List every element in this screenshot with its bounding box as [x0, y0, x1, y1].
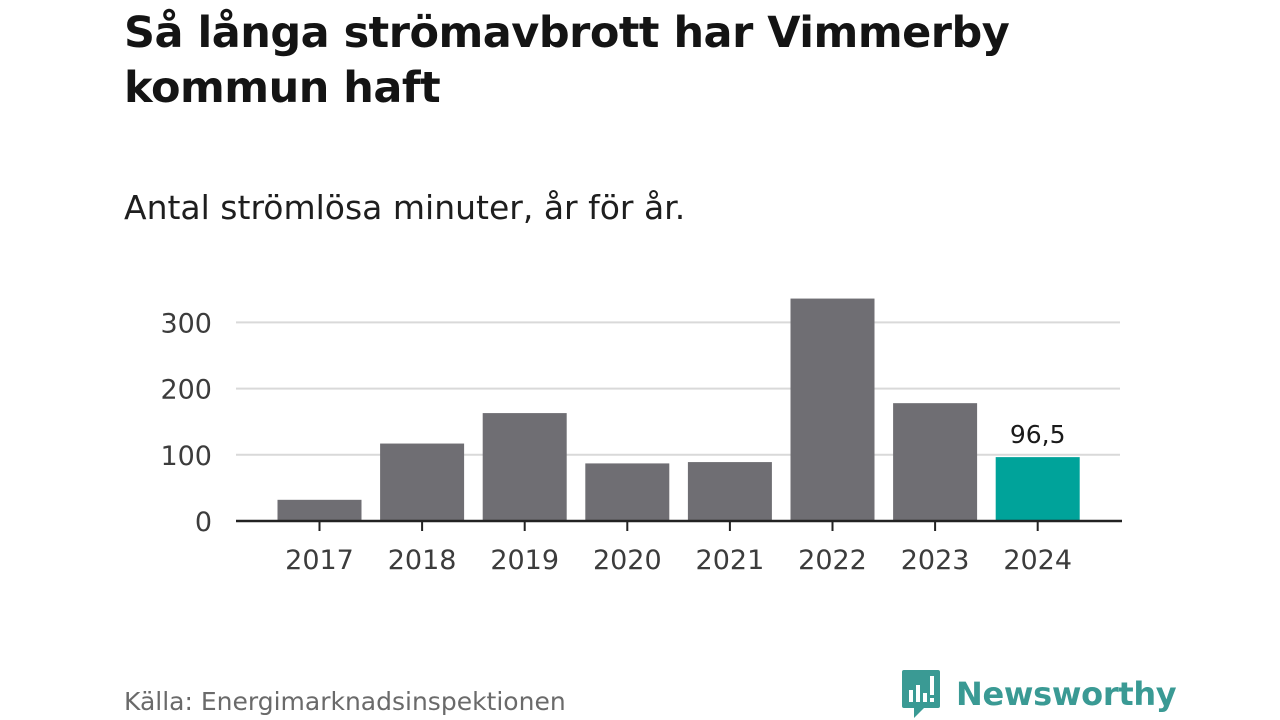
bar-2024 [995, 457, 1080, 521]
x-tick-label-2017: 2017 [285, 545, 354, 576]
bar-2023 [893, 403, 978, 521]
bar-2019 [482, 413, 567, 521]
gridlines [236, 321, 1120, 456]
chart-title: Så långa strömavbrott har Vimmerby kommu… [124, 8, 1010, 113]
y-tick-label: 0 [195, 507, 212, 538]
data-labels: 96,5 [1010, 420, 1066, 449]
data-label-2024: 96,5 [1010, 420, 1066, 449]
brand-name: Newsworthy [956, 675, 1177, 713]
x-tick-label-2022: 2022 [798, 545, 867, 576]
y-tick-label: 300 [160, 308, 212, 339]
x-tick-label-2019: 2019 [490, 545, 559, 576]
bar-2021 [687, 462, 772, 521]
bar-2020 [585, 463, 670, 521]
x-tick-label-2020: 2020 [593, 545, 662, 576]
bar-chart: 0 100 200 300 96,5 2017 2018 2019 2020 2021 2022… [160, 298, 1122, 576]
chart-subtitle: Antal strömlösa minuter, år för år. [124, 188, 686, 227]
bar-2017 [277, 499, 362, 521]
newsworthy-chart-bubble-icon [902, 670, 940, 718]
brand-logo[interactable]: Newsworthy [900, 668, 1177, 720]
x-tick-label-2024: 2024 [1003, 545, 1072, 576]
bars [277, 298, 1080, 521]
x-tick-label-2018: 2018 [388, 545, 457, 576]
x-tick-label-2021: 2021 [696, 545, 765, 576]
y-tick-label: 100 [160, 441, 212, 472]
x-axis-ticks: 2017 2018 2019 2020 2021 2022 2023 2024 [285, 545, 1072, 576]
source-note: Källa: Energimarknadsinspektionen [124, 687, 566, 716]
y-axis-ticks: 0 100 200 300 [160, 308, 212, 538]
bar-2022 [790, 298, 875, 521]
bar-2018 [380, 443, 465, 521]
x-axis [236, 519, 1122, 531]
y-tick-label: 200 [160, 375, 212, 406]
x-tick-label-2023: 2023 [901, 545, 970, 576]
